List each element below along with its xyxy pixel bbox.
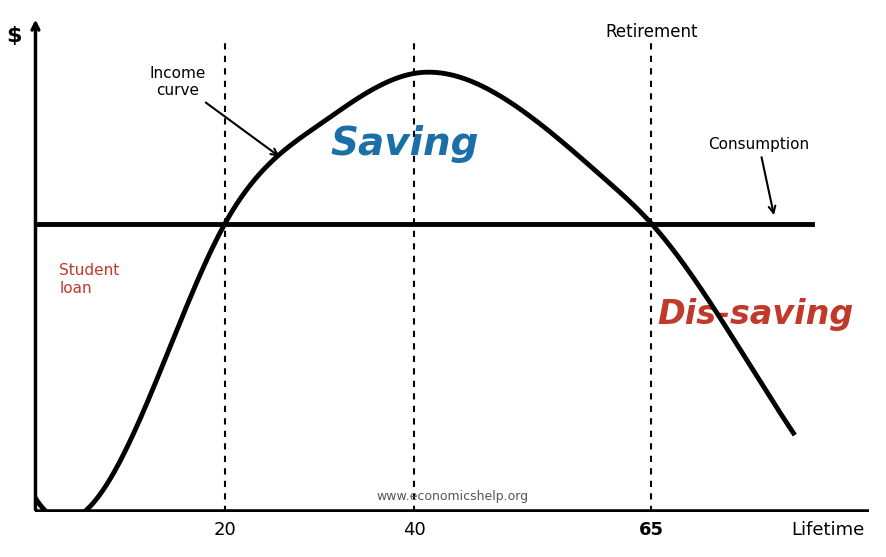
Text: Retirement: Retirement [604,23,696,41]
Text: Consumption: Consumption [707,136,808,213]
Text: 20: 20 [214,521,236,539]
Text: $: $ [6,26,21,46]
Text: Lifetime: Lifetime [790,521,864,539]
Text: Income
curve: Income curve [149,66,277,155]
Text: 65: 65 [638,521,663,539]
Text: Saving: Saving [330,125,478,163]
Text: Student
loan: Student loan [59,263,120,296]
Text: Dis-saving: Dis-saving [657,297,852,331]
Text: 40: 40 [402,521,425,539]
Text: www.economicshelp.org: www.economicshelp.org [376,490,528,502]
